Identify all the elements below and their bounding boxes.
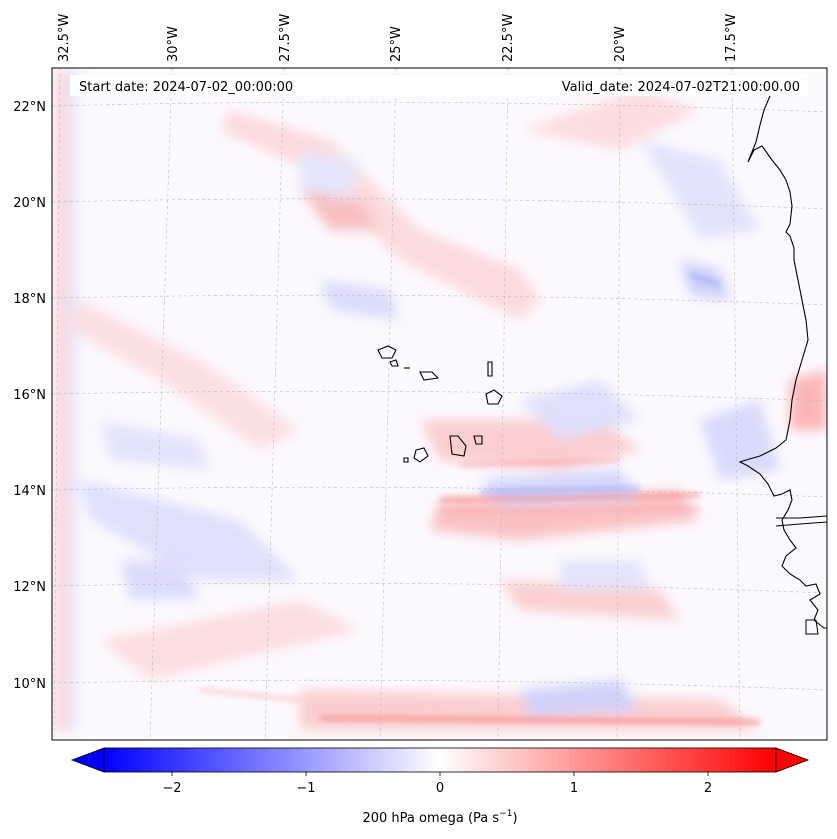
colorbar-tick-1: 1: [570, 781, 578, 796]
lon-label-22-5w: 22.5°W: [501, 14, 516, 62]
lon-label-32-5w: 32.5°W: [57, 14, 72, 62]
lon-label-27-5w: 27.5°W: [278, 14, 293, 62]
colorbar-gradient: [104, 748, 776, 772]
colorbar: −2 −1 0 1 2 200 hPa omega (Pa s−1): [70, 747, 810, 826]
lat-label-10n: 10°N: [13, 677, 46, 692]
lat-label-18n: 18°N: [13, 292, 46, 307]
longitude-labels: 32.5°W 30°W 27.5°W 25°W 22.5°W 20°W 17.5…: [57, 14, 739, 62]
colorbar-tick-2: 2: [704, 781, 712, 796]
colorbar-min-arrow: [70, 747, 105, 773]
latitude-labels: 22°N 20°N 18°N 16°N 14°N 12°N 10°N: [13, 100, 46, 692]
lat-label-20n: 20°N: [13, 196, 46, 211]
lon-label-30w: 30°W: [166, 26, 181, 62]
lon-label-20w: 20°W: [613, 26, 628, 62]
colorbar-tick-0: 0: [436, 781, 444, 796]
colorbar-tick-minus1: −1: [296, 781, 315, 796]
lat-label-12n: 12°N: [13, 580, 46, 595]
colorbar-max-arrow: [775, 747, 810, 773]
graticule: [52, 68, 827, 740]
date-label-box: [70, 75, 808, 96]
valid-date-label: Valid_date: 2024-07-02T21:00:00.00: [562, 80, 800, 95]
lat-label-14n: 14°N: [13, 484, 46, 499]
start-date-label: Start date: 2024-07-02_00:00:00: [79, 80, 293, 95]
colorbar-tick-minus2: −2: [162, 781, 181, 796]
map-border: [51, 67, 828, 741]
lat-label-16n: 16°N: [13, 388, 46, 403]
lon-label-25w: 25°W: [389, 26, 404, 62]
lat-label-22n: 22°N: [13, 100, 46, 115]
cape-verde-islands: [377, 345, 503, 463]
africa-coastline: [738, 95, 827, 629]
colorbar-label: 200 hPa omega (Pa s−1): [362, 809, 517, 826]
omega-field: [52, 68, 827, 740]
lon-label-17-5w: 17.5°W: [724, 14, 739, 62]
